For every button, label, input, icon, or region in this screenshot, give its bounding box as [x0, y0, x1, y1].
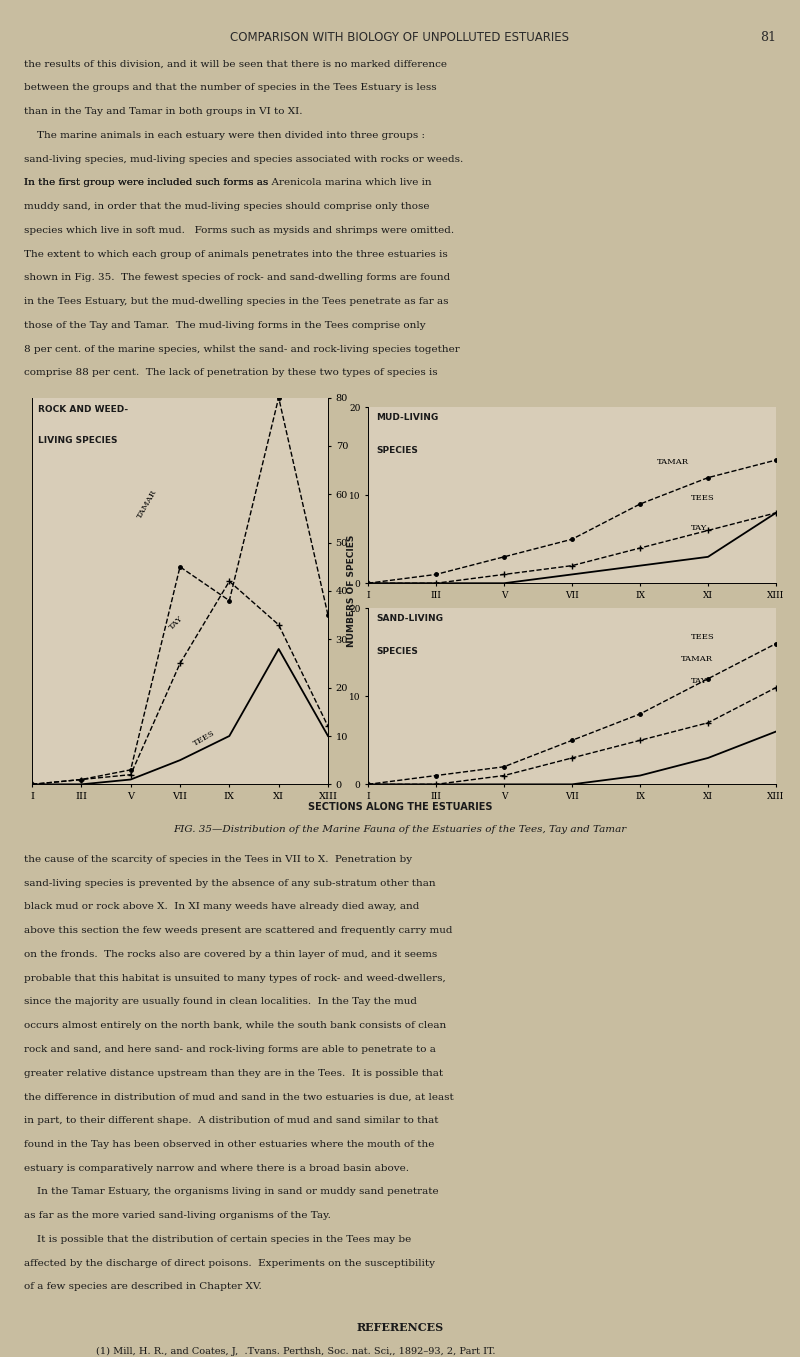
Text: COMPARISON WITH BIOLOGY OF UNPOLLUTED ESTUARIES: COMPARISON WITH BIOLOGY OF UNPOLLUTED ES… [230, 31, 570, 45]
Text: in the Tees Estuary, but the mud-dwelling species in the Tees penetrate as far a: in the Tees Estuary, but the mud-dwellin… [24, 297, 449, 307]
Text: It is possible that the distribution of certain species in the Tees may be: It is possible that the distribution of … [24, 1235, 411, 1244]
Text: TEES: TEES [192, 729, 217, 748]
Text: SPECIES: SPECIES [376, 647, 418, 655]
Text: In the first group were included such forms as Arenicola marina which live in: In the first group were included such fo… [24, 179, 432, 187]
Text: In the first group were included such forms as Arenicola marina: In the first group were included such fo… [24, 179, 362, 187]
Text: the difference in distribution of mud and sand in the two estuaries is due, at l: the difference in distribution of mud an… [24, 1092, 454, 1102]
Text: sand-living species is prevented by the absence of any sub-stratum other than: sand-living species is prevented by the … [24, 879, 436, 887]
Text: MUD-LIVING: MUD-LIVING [376, 413, 438, 422]
Text: on the fronds.  The rocks also are covered by a thin layer of mud, and it seems: on the fronds. The rocks also are covere… [24, 950, 438, 959]
Text: the cause of the scarcity of species in the Tees in VII to X.  Penetration by: the cause of the scarcity of species in … [24, 855, 412, 864]
Text: NUMBERS OF SPECIES: NUMBERS OF SPECIES [347, 535, 357, 647]
Text: occurs almost entirely on the north bank, while the south bank consists of clean: occurs almost entirely on the north bank… [24, 1022, 446, 1030]
Text: The extent to which each group of animals penetrates into the three estuaries is: The extent to which each group of animal… [24, 250, 448, 259]
Text: sand-living species, mud-living species and species associated with rocks or wee: sand-living species, mud-living species … [24, 155, 463, 164]
Text: in part, to their different shape.  A distribution of mud and sand similar to th: in part, to their different shape. A dis… [24, 1115, 438, 1125]
Text: TEES: TEES [691, 634, 714, 641]
Text: (1) Mill, H. R., and Coates, J,  .Tvans. Perthsh, Soc. nat. Sci,, 1892–93, 2, Pa: (1) Mill, H. R., and Coates, J, .Tvans. … [96, 1346, 495, 1356]
Text: than in the Tay and Tamar in both groups in VI to XI.: than in the Tay and Tamar in both groups… [24, 107, 302, 117]
Text: found in the Tay has been observed in other estuaries where the mouth of the: found in the Tay has been observed in ot… [24, 1140, 434, 1149]
Text: shown in Fig. 35.  The fewest species of rock- and sand-dwelling forms are found: shown in Fig. 35. The fewest species of … [24, 274, 450, 282]
Text: estuary is comparatively narrow and where there is a broad basin above.: estuary is comparatively narrow and wher… [24, 1164, 409, 1172]
Text: TAMAR: TAMAR [135, 489, 158, 521]
Text: between the groups and that the number of species in the Tees Estuary is less: between the groups and that the number o… [24, 84, 437, 92]
Text: as far as the more varied sand-living organisms of the Tay.: as far as the more varied sand-living or… [24, 1212, 331, 1220]
Text: affected by the discharge of direct poisons.  Experiments on the susceptibility: affected by the discharge of direct pois… [24, 1259, 435, 1267]
Text: ROCK AND WEED-: ROCK AND WEED- [38, 406, 128, 414]
Text: REFERENCES: REFERENCES [357, 1322, 443, 1334]
Text: rock and sand, and here sand- and rock-living forms are able to penetrate to a: rock and sand, and here sand- and rock-l… [24, 1045, 436, 1054]
Text: TAY: TAY [168, 615, 185, 631]
Text: muddy sand, in order that the mud-living species should comprise only those: muddy sand, in order that the mud-living… [24, 202, 430, 212]
Text: TEES: TEES [691, 494, 714, 502]
Text: those of the Tay and Tamar.  The mud-living forms in the Tees comprise only: those of the Tay and Tamar. The mud-livi… [24, 322, 426, 330]
Text: TAY: TAY [691, 524, 707, 532]
Text: black mud or rock above X.  In XI many weeds have already died away, and: black mud or rock above X. In XI many we… [24, 902, 419, 912]
Text: The marine animals in each estuary were then divided into three groups :: The marine animals in each estuary were … [24, 132, 425, 140]
Text: comprise 88 per cent.  The lack of penetration by these two types of species is: comprise 88 per cent. The lack of penetr… [24, 369, 438, 377]
Text: probable that this habitat is unsuited to many types of rock- and weed-dwellers,: probable that this habitat is unsuited t… [24, 974, 446, 982]
Text: the results of this division, and it will be seen that there is no marked differ: the results of this division, and it wil… [24, 60, 447, 69]
Text: above this section the few weeds present are scattered and frequently carry mud: above this section the few weeds present… [24, 927, 453, 935]
Text: FIG. 35—Distribution of the Marine Fauna of the Estuaries of the Tees, Tay and T: FIG. 35—Distribution of the Marine Fauna… [174, 825, 626, 835]
Text: TAY: TAY [691, 677, 707, 685]
Text: 81: 81 [760, 31, 776, 45]
Text: In the first group were included such forms as: In the first group were included such fo… [24, 179, 271, 187]
Text: In the Tamar Estuary, the organisms living in sand or muddy sand penetrate: In the Tamar Estuary, the organisms livi… [24, 1187, 438, 1197]
Text: of a few species are described in Chapter XV.: of a few species are described in Chapte… [24, 1282, 262, 1292]
Text: LIVING SPECIES: LIVING SPECIES [38, 437, 118, 445]
Text: 8 per cent. of the marine species, whilst the sand- and rock-living species toge: 8 per cent. of the marine species, whils… [24, 345, 460, 354]
Text: TAMAR: TAMAR [657, 459, 689, 467]
Text: since the majority are usually found in clean localities.  In the Tay the mud: since the majority are usually found in … [24, 997, 417, 1007]
Text: SPECIES: SPECIES [376, 446, 418, 455]
Text: SECTIONS ALONG THE ESTUARIES: SECTIONS ALONG THE ESTUARIES [308, 802, 492, 811]
Text: TAMAR: TAMAR [681, 655, 713, 664]
Text: SAND-LIVING: SAND-LIVING [376, 613, 443, 623]
Text: greater relative distance upstream than they are in the Tees.  It is possible th: greater relative distance upstream than … [24, 1069, 443, 1077]
Text: species which live in soft mud.   Forms such as mysids and shrimps were omitted.: species which live in soft mud. Forms su… [24, 227, 454, 235]
